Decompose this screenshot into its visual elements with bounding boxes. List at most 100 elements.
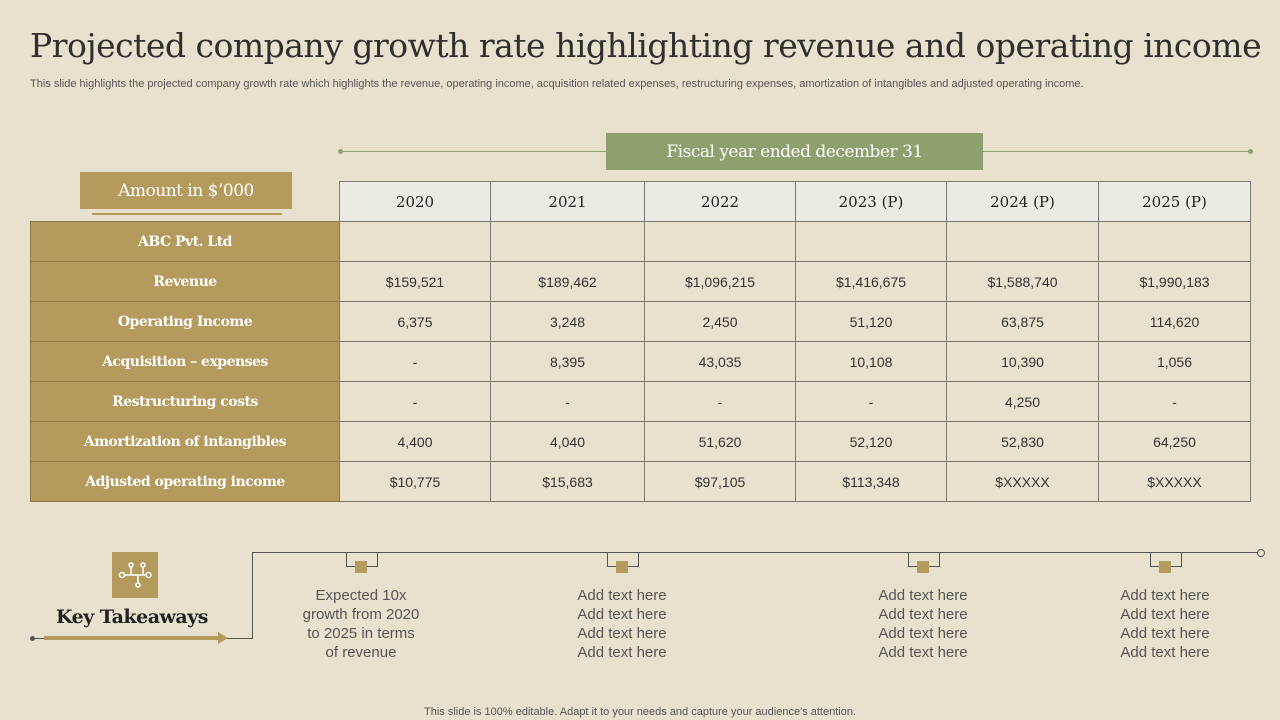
takeaway-line: Add text here [1120, 587, 1210, 604]
timeline-marker-square [1159, 561, 1171, 573]
table-row: ABC Pvt. Ltd [30, 221, 1251, 262]
table-row: Acquisition – expenses -8,395 43,035 10,108… [30, 341, 1251, 382]
timeline-end-dot [1257, 549, 1265, 557]
table-cell: 3,248 [490, 301, 645, 342]
table-cell: 4,250 [946, 381, 1099, 422]
takeaway-line: Add text here [577, 625, 667, 642]
table-cell: $1,416,675 [795, 261, 947, 302]
table-cell: 52,120 [795, 421, 947, 462]
timeline-start-dot [30, 636, 35, 641]
takeaway-line: of revenue [325, 644, 397, 661]
table-cell: 4,400 [339, 421, 491, 462]
year-header: 2021 [490, 181, 645, 222]
takeaway-line: Add text here [878, 587, 968, 604]
year-header: 2023 (P) [795, 181, 947, 222]
circuit-icon [112, 552, 158, 598]
takeaway-line: to 2025 in terms [307, 625, 415, 642]
takeaway-line: Add text here [1120, 644, 1210, 661]
table-cell: $XXXXX [946, 461, 1099, 502]
row-label: Operating Income [30, 301, 340, 342]
financial-table: 2020 2021 2022 2023 (P) 2024 (P) 2025 (P… [30, 181, 1251, 502]
table-cell: - [490, 381, 645, 422]
table-row: Restructuring costs - - - -4,250- [30, 381, 1251, 422]
takeaway-line: Add text here [878, 644, 968, 661]
year-header: 2025 (P) [1098, 181, 1251, 222]
table-cell: - [1098, 381, 1251, 422]
table-cell: 8,395 [490, 341, 645, 382]
table-cell [946, 221, 1099, 262]
table-cell: $15,683 [490, 461, 645, 502]
row-label: ABC Pvt. Ltd [30, 221, 340, 262]
table-row: Revenue $159,521 $189,462 $1,096,215 $1,416,… [30, 261, 1251, 302]
page-title: Projected company growth rate highlighti… [30, 26, 1262, 65]
table-cell [644, 221, 796, 262]
year-header: 2020 [339, 181, 491, 222]
takeaway-line: Expected 10x [315, 587, 407, 604]
row-label: Acquisition – expenses [30, 341, 340, 382]
fiscal-line-dot-left [338, 149, 343, 154]
table-cell [795, 221, 947, 262]
year-header: 2024 (P) [946, 181, 1099, 222]
takeaway-line: Add text here [1120, 606, 1210, 623]
takeaway-line: Add text here [577, 606, 667, 623]
timeline-connector [252, 552, 253, 638]
page-subtitle: This slide highlights the projected comp… [30, 78, 1084, 90]
table-cell: 52,830 [946, 421, 1099, 462]
table-cell [1098, 221, 1251, 262]
timeline-line [252, 552, 1260, 553]
takeaway-line: Add text here [878, 606, 968, 623]
takeaway-line: Add text here [878, 625, 968, 642]
timeline-marker-square [355, 561, 367, 573]
takeaway-text-4: Add text here Add text here Add text her… [1080, 586, 1250, 662]
table-cell: $1,990,183 [1098, 261, 1251, 302]
table-row: Amortization of intangibles 4,400 4,040 51,… [30, 421, 1251, 462]
table-cell: 51,120 [795, 301, 947, 342]
table-cell: 1,056 [1098, 341, 1251, 382]
takeaway-line: Add text here [1120, 625, 1210, 642]
table-cell [339, 221, 491, 262]
takeaway-text-1: Expected 10x growth from 2020 to 2025 in… [276, 586, 446, 662]
fiscal-year-header: Fiscal year ended december 31 [606, 133, 983, 170]
table-cell: 10,390 [946, 341, 1099, 382]
table-cell: 2,450 [644, 301, 796, 342]
table-cell: $97,105 [644, 461, 796, 502]
table-row: Adjusted operating income $10,775 $15,683 $… [30, 461, 1251, 502]
table-cell: 63,875 [946, 301, 1099, 342]
table-cell: - [339, 381, 491, 422]
table-header-row: 2020 2021 2022 2023 (P) 2024 (P) 2025 (P… [31, 181, 1251, 222]
table-cell: 43,035 [644, 341, 796, 382]
row-label: Revenue [30, 261, 340, 302]
table-cell: $113,348 [795, 461, 947, 502]
row-label: Adjusted operating income [30, 461, 340, 502]
table-cell: $189,462 [490, 261, 645, 302]
table-cell: 10,108 [795, 341, 947, 382]
table-cell: 114,620 [1098, 301, 1251, 342]
table-cell: $1,588,740 [946, 261, 1099, 302]
table-cell: $XXXXX [1098, 461, 1251, 502]
amount-label: Amount in $’000 [80, 172, 292, 209]
table-cell: 6,375 [339, 301, 491, 342]
footer-note: This slide is 100% editable. Adapt it to… [424, 706, 856, 718]
table-cell [490, 221, 645, 262]
table-cell: $10,775 [339, 461, 491, 502]
takeaway-line: Add text here [577, 644, 667, 661]
key-takeaways-label: Key Takeaways [56, 606, 208, 628]
fiscal-line-dot-right [1248, 149, 1253, 154]
table-cell: 4,040 [490, 421, 645, 462]
year-header: 2022 [644, 181, 796, 222]
takeaway-arrow [44, 636, 220, 640]
row-label: Restructuring costs [30, 381, 340, 422]
amount-underline [92, 213, 282, 215]
table-cell: - [339, 341, 491, 382]
table-row: Operating Income 6,375 3,248 2,450 51,120 63,… [30, 301, 1251, 342]
takeaway-line: growth from 2020 [302, 606, 420, 623]
row-label: Amortization of intangibles [30, 421, 340, 462]
table-cell: $1,096,215 [644, 261, 796, 302]
timeline-marker-square [917, 561, 929, 573]
takeaway-text-2: Add text here Add text here Add text her… [537, 586, 707, 662]
takeaway-line: Add text here [577, 587, 667, 604]
takeaway-text-3: Add text here Add text here Add text her… [838, 586, 1008, 662]
timeline-marker-square [616, 561, 628, 573]
table-cell: 64,250 [1098, 421, 1251, 462]
table-cell: 51,620 [644, 421, 796, 462]
